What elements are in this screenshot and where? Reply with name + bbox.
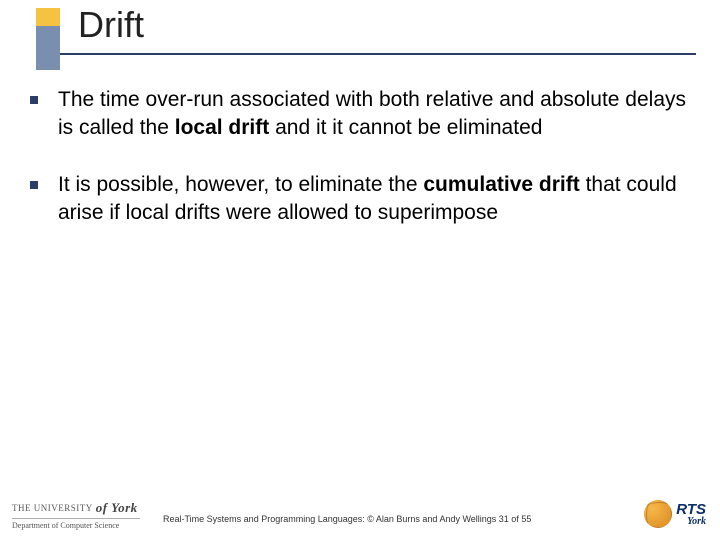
university-name-small: THE UNIVERSITY xyxy=(12,503,93,513)
globe-icon xyxy=(644,500,672,528)
department-name: Department of Computer Science xyxy=(12,521,152,530)
bullet-item: It is possible, however, to eliminate th… xyxy=(30,171,690,228)
title-region: Drift xyxy=(0,0,720,70)
footer: THE UNIVERSITY of York Department of Com… xyxy=(0,482,720,540)
bullet-text-post: and it it cannot be eliminated xyxy=(269,116,542,139)
accent-square-blue xyxy=(36,26,60,70)
bullet-text-bold: local drift xyxy=(175,116,270,139)
rts-text: RTS York xyxy=(676,502,706,527)
footer-text: Real-Time Systems and Programming Langua… xyxy=(163,514,531,524)
accent-square-yellow xyxy=(36,8,60,26)
bullet-text-bold: cumulative drift xyxy=(423,173,579,196)
bullet-marker-icon xyxy=(30,96,38,104)
bullet-text: It is possible, however, to eliminate th… xyxy=(58,171,690,228)
university-logo: THE UNIVERSITY of York Department of Com… xyxy=(12,500,152,530)
rts-sub: York xyxy=(676,517,706,527)
logo-divider xyxy=(12,518,140,519)
bullet-text-pre: It is possible, however, to eliminate th… xyxy=(58,173,423,196)
content-area: The time over-run associated with both r… xyxy=(30,86,690,255)
bullet-marker-icon xyxy=(30,181,38,189)
bullet-text: The time over-run associated with both r… xyxy=(58,86,690,143)
title-underline xyxy=(60,53,696,55)
slide-title: Drift xyxy=(78,4,144,46)
university-name: THE UNIVERSITY of York xyxy=(12,500,152,516)
university-name-italic: of York xyxy=(96,500,138,516)
slide: Drift The time over-run associated with … xyxy=(0,0,720,540)
rts-logo: RTS York xyxy=(644,500,706,528)
rts-main: RTS xyxy=(676,502,706,517)
bullet-item: The time over-run associated with both r… xyxy=(30,86,690,143)
